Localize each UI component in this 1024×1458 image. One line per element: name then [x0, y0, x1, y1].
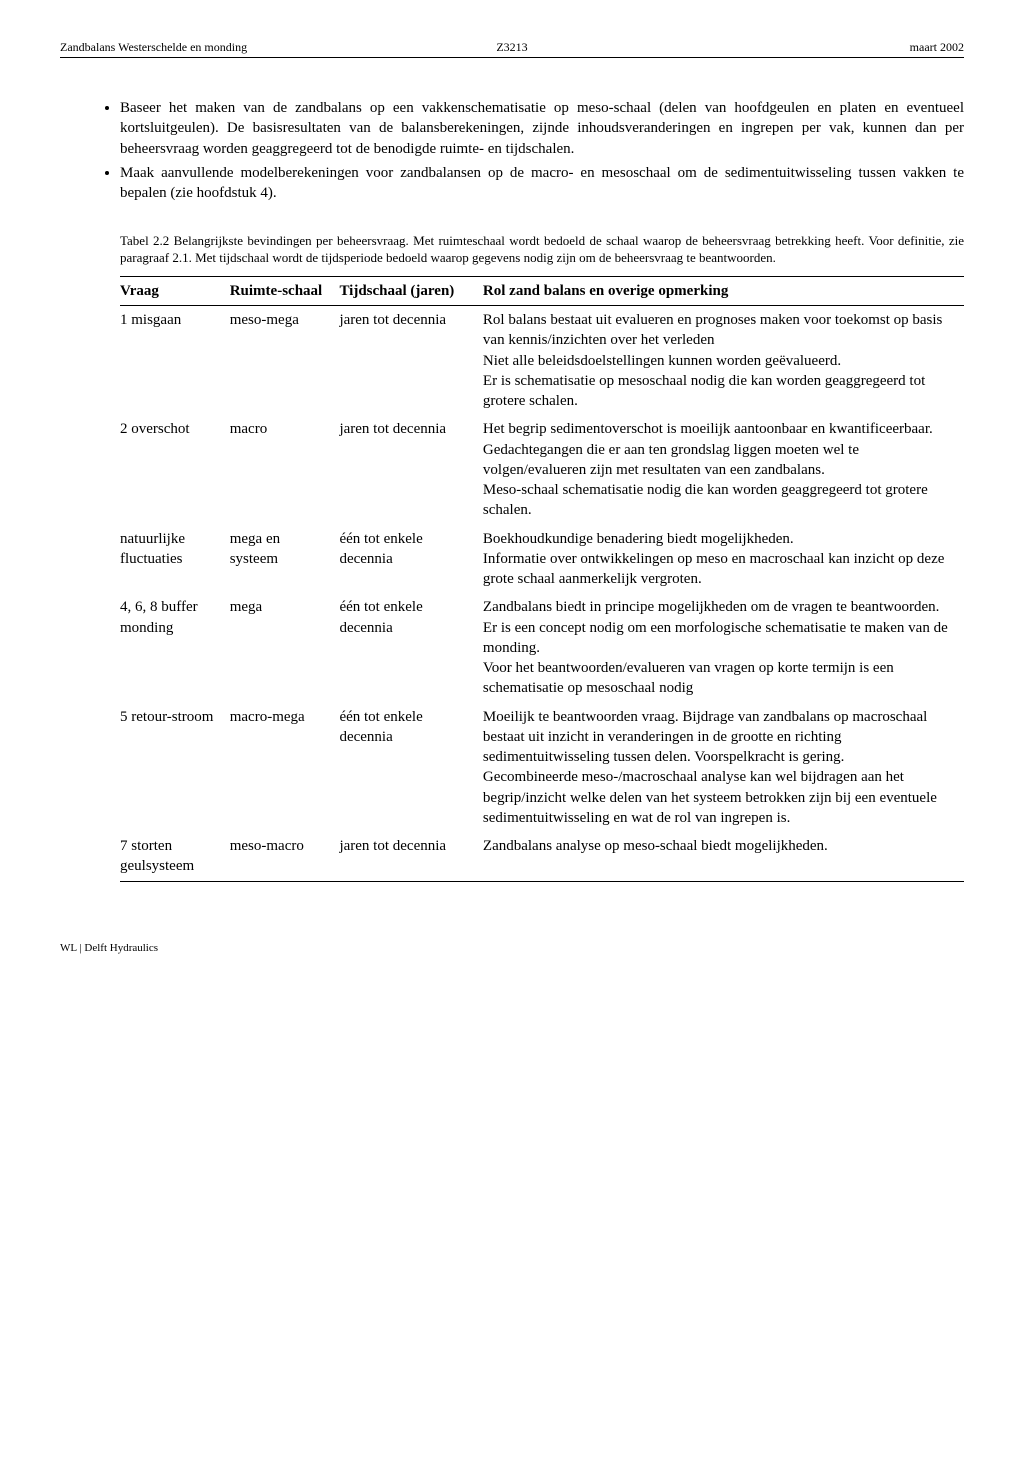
cell-tijd: één tot enkele decennia — [339, 703, 482, 833]
col-header-vraag: Vraag — [120, 276, 230, 305]
cell-ruimte: mega — [230, 593, 340, 702]
col-header-opmerking: Rol zand balans en overige opmerking — [483, 276, 964, 305]
cell-vraag: 5 retour-stroom — [120, 703, 230, 833]
table-body: 1 misgaanmeso-megajaren tot decenniaRol … — [120, 306, 964, 882]
table-row: 5 retour-stroommacro-megaéén tot enkele … — [120, 703, 964, 833]
findings-table: Vraag Ruimte-schaal Tijdschaal (jaren) R… — [120, 276, 964, 882]
cell-ruimte: mega en systeem — [230, 525, 340, 594]
col-header-tijd: Tijdschaal (jaren) — [339, 276, 482, 305]
cell-ruimte: meso-mega — [230, 306, 340, 416]
cell-opmerking: Moeilijk te beantwoorden vraag. Bijdrage… — [483, 703, 964, 833]
cell-ruimte: macro — [230, 415, 340, 524]
bullet-item: Baseer het maken van de zandbalans op ee… — [120, 98, 964, 159]
bullet-list: Baseer het maken van de zandbalans op ee… — [120, 98, 964, 203]
cell-vraag: 7 storten geulsysteem — [120, 832, 230, 881]
cell-tijd: één tot enkele decennia — [339, 525, 482, 594]
cell-opmerking: Zandbalans biedt in principe mogelijkhed… — [483, 593, 964, 702]
header-code: Z3213 — [361, 40, 662, 55]
bullet-item: Maak aanvullende modelberekeningen voor … — [120, 163, 964, 204]
cell-vraag: natuurlijke fluctuaties — [120, 525, 230, 594]
cell-opmerking: Het begrip sedimentoverschot is moeilijk… — [483, 415, 964, 524]
cell-ruimte: meso-macro — [230, 832, 340, 881]
table-row: natuurlijke fluctuatiesmega en systeeméé… — [120, 525, 964, 594]
table-row: 4, 6, 8 buffer mondingmegaéén tot enkele… — [120, 593, 964, 702]
cell-opmerking: Zandbalans analyse op meso-schaal biedt … — [483, 832, 964, 881]
page-header: Zandbalans Westerschelde en monding Z321… — [60, 40, 964, 58]
table-row: 2 overschotmacrojaren tot decenniaHet be… — [120, 415, 964, 524]
table-header-row: Vraag Ruimte-schaal Tijdschaal (jaren) R… — [120, 276, 964, 305]
header-title: Zandbalans Westerschelde en monding — [60, 40, 361, 55]
cell-tijd: jaren tot decennia — [339, 306, 482, 416]
table-row: 7 storten geulsysteemmeso-macrojaren tot… — [120, 832, 964, 881]
cell-vraag: 2 overschot — [120, 415, 230, 524]
cell-vraag: 4, 6, 8 buffer monding — [120, 593, 230, 702]
header-date: maart 2002 — [663, 40, 964, 55]
footer: WL | Delft Hydraulics — [60, 942, 964, 954]
cell-tijd: jaren tot decennia — [339, 832, 482, 881]
table-caption: Tabel 2.2 Belangrijkste bevindingen per … — [120, 233, 964, 266]
table-row: 1 misgaanmeso-megajaren tot decenniaRol … — [120, 306, 964, 416]
cell-vraag: 1 misgaan — [120, 306, 230, 416]
cell-tijd: één tot enkele decennia — [339, 593, 482, 702]
cell-opmerking: Rol balans bestaat uit evalueren en prog… — [483, 306, 964, 416]
cell-opmerking: Boekhoudkundige benadering biedt mogelij… — [483, 525, 964, 594]
cell-ruimte: macro-mega — [230, 703, 340, 833]
col-header-ruimte: Ruimte-schaal — [230, 276, 340, 305]
cell-tijd: jaren tot decennia — [339, 415, 482, 524]
